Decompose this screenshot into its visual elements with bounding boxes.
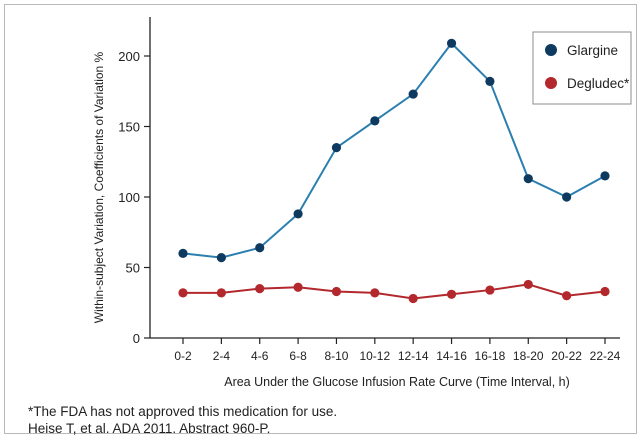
degludec-point <box>370 288 380 298</box>
degludec-point <box>446 289 457 299</box>
degludec-line <box>183 283 606 300</box>
x-tick-label: 20-22 <box>551 349 582 363</box>
degludec-point <box>408 293 418 304</box>
glargine-point <box>408 89 418 99</box>
y-tick-label: 200 <box>118 49 140 64</box>
glargine-point <box>331 143 342 153</box>
degludec-point <box>523 279 533 290</box>
citation: Heise T, et al. ADA 2011. Abstract 960-P… <box>28 421 271 436</box>
glargine-point <box>370 116 380 126</box>
x-tick-label: 18-20 <box>513 349 544 363</box>
y-tick-label: 50 <box>126 261 140 276</box>
x-tick-label: 14-16 <box>436 349 467 363</box>
glargine-point <box>446 38 457 48</box>
axes: 0 50 100 150 200 0-2 2-4 4-6 6-8 8-10 10-12 12-14 14… <box>92 17 621 389</box>
glargine-point <box>255 243 265 253</box>
degludec-point <box>600 286 610 297</box>
legend-label-glargine: Glargine <box>567 43 618 58</box>
y-tick-label: 0 <box>133 331 140 346</box>
legend-box <box>532 31 632 105</box>
series-layer <box>178 38 610 304</box>
degludec-point <box>562 291 572 301</box>
x-tick-label: 12-14 <box>398 349 429 363</box>
x-axis-label: Area Under the Glucose Infusion Rate Cur… <box>224 375 570 389</box>
x-tick-label: 0-2 <box>174 349 192 363</box>
legend-marker-glargine <box>545 44 557 56</box>
x-tick-label: 6-8 <box>289 349 307 363</box>
y-tick-label: 100 <box>118 190 140 205</box>
line-chart: 0 50 100 150 200 0-2 2-4 4-6 6-8 8-10 10-12 12-14 14… <box>92 17 632 389</box>
glargine-point <box>216 253 226 263</box>
degludec-point <box>216 288 226 298</box>
x-tick-label: 16-18 <box>475 349 506 363</box>
degludec-point <box>178 288 188 298</box>
glargine-point <box>523 174 533 184</box>
series-glargine <box>178 38 610 263</box>
x-tick-label: 10-12 <box>359 349 390 363</box>
degludec-point <box>255 284 265 294</box>
legend-label-degludec: Degludec* <box>567 76 630 91</box>
series-degludec <box>178 279 610 304</box>
x-tick-label: 22-24 <box>590 349 621 363</box>
glargine-point <box>485 76 495 86</box>
y-axis-label: Within-subject Variation, Coefficients o… <box>92 51 106 323</box>
glargine-point <box>562 192 572 202</box>
fda-footnote: *The FDA has not approved this medicatio… <box>28 404 338 419</box>
degludec-point <box>485 285 495 295</box>
y-tick-label: 150 <box>118 120 140 135</box>
legend-marker-degludec <box>545 77 557 89</box>
degludec-point <box>293 282 303 292</box>
x-tick-label: 2-4 <box>213 349 231 363</box>
chart-frame: 0 50 100 150 200 0-2 2-4 4-6 6-8 8-10 10-12 12-14 14… <box>4 4 637 436</box>
glargine-point <box>600 171 610 181</box>
glargine-point <box>178 248 188 258</box>
glargine-line <box>182 41 606 259</box>
glargine-point <box>293 209 303 219</box>
x-tick-label: 8-10 <box>324 349 348 363</box>
x-tick-label: 4-6 <box>251 349 269 363</box>
degludec-point <box>331 286 342 297</box>
legend: Glargine Degludec* <box>532 31 632 105</box>
